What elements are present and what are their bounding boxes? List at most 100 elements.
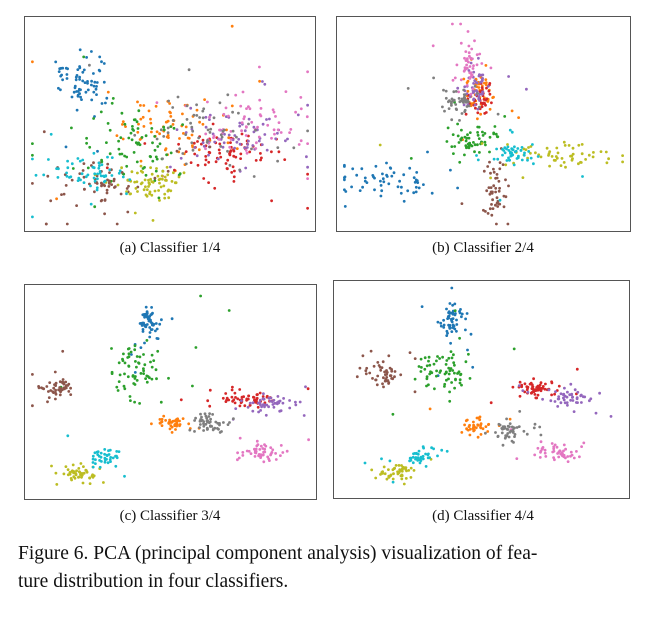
scatter-point xyxy=(255,439,259,443)
scatter-point xyxy=(464,139,468,143)
scatter-point xyxy=(435,374,438,378)
scatter-point xyxy=(192,113,196,117)
scatter-point xyxy=(99,455,103,459)
scatter-point xyxy=(201,141,205,145)
scatter-point xyxy=(304,385,307,389)
scatter-point xyxy=(479,425,482,429)
scatter-point xyxy=(377,364,381,367)
scatter-point xyxy=(306,172,309,176)
scatter-point xyxy=(477,56,480,60)
scatter-point xyxy=(472,429,475,433)
scatter-point xyxy=(553,392,556,396)
scatter-point xyxy=(343,205,347,208)
series-class-green xyxy=(391,309,516,416)
scatter-point xyxy=(476,131,479,134)
scatter-point xyxy=(117,361,121,365)
scatter-point xyxy=(436,454,439,458)
scatter-point xyxy=(248,107,252,111)
scatter-point xyxy=(402,199,406,203)
scatter-point xyxy=(507,156,510,160)
scatter-point xyxy=(555,146,559,150)
scatter-point xyxy=(156,349,160,353)
scatter-point xyxy=(363,461,367,465)
scatter-point xyxy=(262,460,266,464)
scatter-point xyxy=(193,419,197,422)
scatter-point xyxy=(232,154,236,158)
scatter-point xyxy=(147,178,150,182)
scatter-point xyxy=(476,143,479,147)
scatter-point xyxy=(435,359,438,363)
scatter-point xyxy=(65,73,69,76)
scatter-point xyxy=(204,115,208,119)
scatter-point xyxy=(472,425,476,428)
scatter-point xyxy=(245,146,249,149)
scatter-point xyxy=(591,155,595,159)
scatter-point xyxy=(77,475,81,479)
scatter-point xyxy=(524,148,528,152)
series-class-cyan xyxy=(31,132,132,219)
scatter-point xyxy=(447,377,450,381)
scatter-point xyxy=(453,313,457,317)
scatter-point xyxy=(445,359,449,362)
scatter-point xyxy=(496,435,500,438)
scatter-point xyxy=(150,130,153,134)
scatter-point xyxy=(167,376,170,380)
scatter-point xyxy=(512,441,515,444)
scatter-point xyxy=(108,448,112,452)
scatter-point xyxy=(230,104,234,108)
scatter-point xyxy=(104,101,107,105)
scatter-point xyxy=(158,322,162,326)
scatter-point xyxy=(123,154,126,158)
scatter-point xyxy=(64,465,68,468)
scatter-point xyxy=(484,64,488,67)
scatter-point xyxy=(181,152,185,155)
scatter-point xyxy=(462,93,466,96)
scatter-point xyxy=(527,150,531,153)
panel-b xyxy=(336,16,631,232)
scatter-point xyxy=(505,159,509,162)
scatter-point xyxy=(143,142,147,145)
scatter-point xyxy=(245,107,248,110)
scatter-point xyxy=(463,153,466,157)
scatter-point xyxy=(197,148,201,152)
scatter-point xyxy=(507,435,511,439)
scatter-point xyxy=(198,120,202,124)
scatter-point xyxy=(157,196,161,200)
scatter-point xyxy=(96,177,99,181)
scatter-point xyxy=(473,79,477,83)
scatter-point xyxy=(298,400,302,404)
scatter-point xyxy=(427,359,430,363)
scatter-point xyxy=(476,435,480,439)
scatter-point xyxy=(541,447,544,451)
scatter-point xyxy=(391,377,395,381)
scatter-point xyxy=(164,178,167,182)
scatter-point xyxy=(175,424,179,428)
scatter-point xyxy=(96,149,99,153)
scatter-point xyxy=(50,464,53,468)
scatter-point xyxy=(451,326,455,330)
scatter-point xyxy=(127,365,131,368)
scatter-point xyxy=(110,174,114,177)
scatter-point xyxy=(457,370,461,374)
scatter-point xyxy=(459,78,463,82)
scatter-point xyxy=(562,140,566,144)
scatter-point xyxy=(421,457,425,461)
scatter-point xyxy=(532,162,535,166)
scatter-point xyxy=(492,184,496,188)
scatter-point xyxy=(208,420,212,424)
scatter-point xyxy=(483,132,487,135)
scatter-point xyxy=(108,152,112,156)
scatter-point xyxy=(297,143,301,146)
scatter-point xyxy=(79,95,82,99)
scatter-point xyxy=(155,137,159,141)
scatter-point xyxy=(119,192,123,196)
scatter-point xyxy=(226,93,230,97)
scatter-point xyxy=(225,398,229,402)
scatter-point xyxy=(547,152,551,156)
scatter-point xyxy=(98,465,102,469)
scatter-point xyxy=(534,396,538,400)
scatter-point xyxy=(448,369,452,373)
scatter-point xyxy=(136,100,139,104)
scatter-point xyxy=(427,383,430,387)
scatter-point xyxy=(566,390,569,394)
